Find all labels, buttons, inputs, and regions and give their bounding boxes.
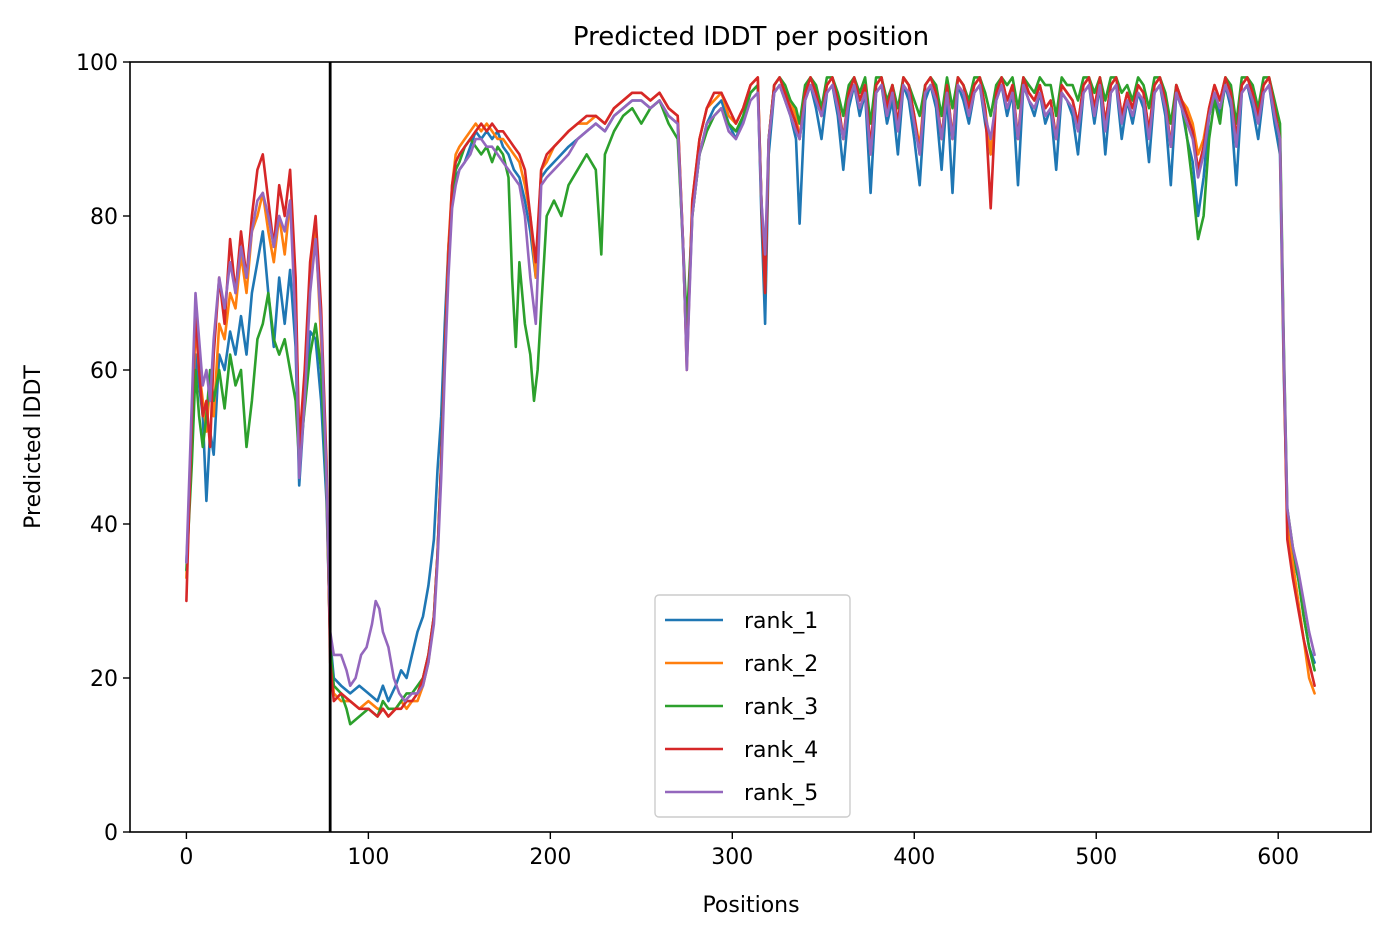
chart-title: Predicted lDDT per position <box>573 22 929 52</box>
series-line-rank-5 <box>185 83 1316 703</box>
x-tick-label: 200 <box>529 845 571 870</box>
legend: rank_1 rank_2 rank_3 rank_4 rank_5 <box>654 594 851 818</box>
legend-label-rank-5: rank_5 <box>744 781 818 806</box>
y-axis-title: Predicted lDDT <box>21 365 46 529</box>
y-tick-label: 100 <box>76 51 118 76</box>
x-axis-ticks: 0 100 200 300 400 500 600 <box>179 832 1299 870</box>
y-tick-label: 0 <box>104 821 118 846</box>
legend-label-rank-2: rank_2 <box>744 652 818 677</box>
x-tick-label: 400 <box>893 845 935 870</box>
legend-label-rank-4: rank_4 <box>744 738 818 763</box>
x-axis-title: Positions <box>702 893 799 918</box>
y-tick-label: 40 <box>90 513 118 538</box>
series-line-rank-4 <box>185 76 1316 718</box>
x-tick-label: 300 <box>711 845 753 870</box>
y-tick-label: 60 <box>90 359 118 384</box>
plot-frame <box>129 61 1372 833</box>
legend-label-rank-3: rank_3 <box>744 695 818 720</box>
legend-label-rank-1: rank_1 <box>744 609 818 634</box>
y-axis-ticks: 0 20 40 60 80 100 <box>76 51 130 846</box>
legend-box <box>654 594 851 818</box>
y-tick-label: 80 <box>90 205 118 230</box>
x-tick-label: 100 <box>347 845 389 870</box>
x-tick-label: 0 <box>179 845 193 870</box>
x-tick-label: 600 <box>1257 845 1299 870</box>
x-tick-label: 500 <box>1075 845 1117 870</box>
y-tick-label: 20 <box>90 667 118 692</box>
series-layer <box>185 76 1316 726</box>
